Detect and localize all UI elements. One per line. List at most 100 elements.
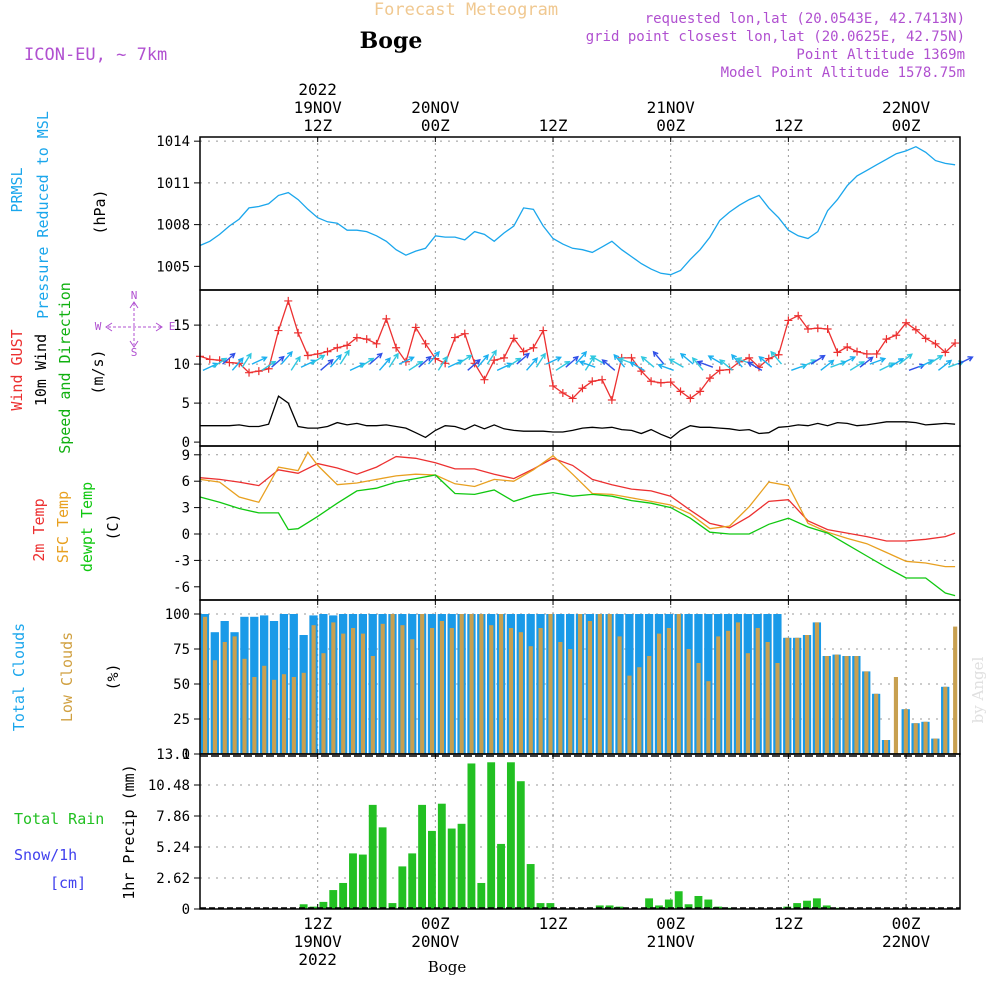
gust-marker [568, 394, 577, 403]
low-cloud-bar [597, 614, 602, 754]
panel-frame [199, 445, 961, 601]
gust-marker [225, 358, 234, 367]
rain-bar [674, 891, 683, 909]
low-cloud-bar [212, 660, 217, 754]
gust-marker [696, 387, 705, 396]
rain-bar [694, 895, 703, 909]
gust-marker [823, 325, 832, 333]
low-cloud-bar [489, 625, 494, 754]
ytick-label: 0 [182, 527, 190, 543]
low-cloud-bar [637, 667, 642, 754]
wind-arrow [222, 352, 236, 365]
low-cloud-bar [844, 656, 849, 754]
total-clouds-label: Total Clouds [10, 623, 28, 731]
gust-marker [774, 350, 783, 359]
ytick-label: -3 [173, 553, 190, 569]
wind-arrow [290, 355, 301, 371]
rain-bar [437, 803, 446, 909]
series-line-pressure [199, 145, 956, 276]
gust-marker [676, 387, 685, 396]
gust-marker [254, 367, 263, 376]
low-cloud-bar [449, 628, 454, 754]
ytick-label: 1011 [156, 176, 190, 192]
gust-marker [421, 339, 430, 348]
ytick-label: -6 [173, 580, 190, 596]
low-cloud-bar [755, 628, 760, 754]
wind-arrow [378, 357, 391, 371]
compass-s: S [131, 346, 138, 359]
gust-marker [578, 384, 587, 393]
wind-arrow [668, 358, 684, 368]
gust-marker [284, 296, 293, 305]
gust-marker [666, 378, 675, 387]
wind-arrow [719, 359, 733, 371]
gust-marker [460, 329, 469, 338]
low-cloud-bar [242, 658, 247, 754]
gust-marker [784, 316, 793, 325]
rain-bar [812, 898, 821, 909]
ytick-label: 0 [182, 435, 190, 451]
wind-arrow [679, 352, 694, 365]
wind-arrow [339, 349, 350, 365]
low-cloud-bar [745, 653, 750, 754]
low-cloud-bar [499, 614, 504, 754]
rain-bar [645, 898, 654, 909]
wind-arrow [486, 349, 497, 365]
gust-marker [598, 375, 607, 384]
rain-bar [447, 828, 456, 909]
low-cloud-bar [301, 672, 306, 754]
ytick-label: 13.1 [156, 747, 190, 763]
rain-bar [319, 901, 328, 909]
rain-bar [358, 854, 367, 909]
low-cloud-bar [765, 642, 770, 754]
gust-marker [352, 333, 361, 342]
top-time-label: 00Z [656, 116, 685, 135]
top-time-label: 20NOV [411, 98, 460, 117]
gridpoint-coords: grid point closest lon,lat (20.0625E, 42… [586, 29, 965, 45]
rain-bar [408, 853, 417, 909]
low-cloud-bar [252, 677, 257, 754]
ytick-label: 75 [173, 642, 190, 658]
gust-marker [519, 347, 528, 356]
series-line-wind [200, 395, 956, 439]
wind-arrow [613, 353, 626, 368]
gust-marker [205, 355, 214, 364]
wind-arrow [731, 353, 743, 368]
bottom-time-label: 00Z [892, 914, 921, 933]
gust-marker [490, 356, 499, 365]
rain-bar [803, 900, 811, 909]
wind-arrow [601, 359, 616, 371]
wind-arrow [696, 360, 714, 368]
rain-bar [457, 823, 466, 909]
rain-bar [516, 781, 525, 909]
rain-bar [467, 763, 476, 909]
panel-frame [199, 753, 961, 910]
rain-bar [497, 843, 505, 909]
low-cloud-bar [795, 637, 800, 754]
low-cloud-bar [953, 626, 958, 754]
model-name: ICON-EU, ~ 7km [24, 45, 167, 65]
panel-temperature: -6 -3 0 3 6 9 [173, 445, 961, 601]
ytick-label: 10 [173, 357, 190, 373]
low-cloud-bar [469, 614, 474, 754]
bottom-time-label: 00Z [656, 914, 685, 933]
wind-arrow [589, 355, 606, 365]
wind-arrow [859, 356, 874, 368]
ytick-label: 6 [182, 474, 190, 490]
gust-marker [804, 325, 812, 333]
wind-arrow [271, 355, 285, 368]
series-line-sfc [199, 450, 956, 568]
gust-marker [705, 374, 714, 383]
gust-marker [833, 348, 842, 357]
series-line-gust [199, 298, 956, 402]
wind-arrow [770, 350, 783, 365]
rain-bar [378, 827, 387, 909]
ytick-label: 7.86 [156, 809, 190, 825]
wind-arrow [329, 354, 342, 368]
station-name: Boge [360, 28, 423, 54]
gust-marker [529, 343, 538, 352]
low-cloud-bar [923, 721, 928, 754]
wind-arrow [545, 356, 562, 365]
wind-arrow [578, 360, 596, 368]
wind-arrow [427, 350, 440, 365]
